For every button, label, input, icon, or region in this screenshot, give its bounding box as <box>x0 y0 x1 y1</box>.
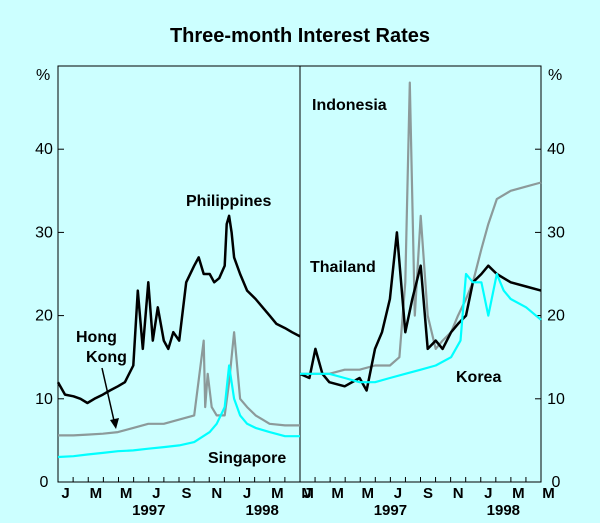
x-year-label: 1997 <box>374 502 407 519</box>
y-tick-label-right: 0 <box>552 474 561 491</box>
series-line-singapore <box>57 364 300 459</box>
y-tick-label-right: 30 <box>547 224 565 241</box>
y-tick-label-left: 10 <box>35 391 53 408</box>
x-tick-label: S <box>182 485 192 502</box>
y-tick-label-right: 10 <box>547 391 565 408</box>
series-line-korea <box>300 272 542 384</box>
x-tick-label: M <box>301 485 314 502</box>
y-tick-label-left: 30 <box>35 224 53 241</box>
label-hong: Hong <box>76 329 117 346</box>
x-tick-label: M <box>331 485 344 502</box>
x-tick-label: N <box>453 485 464 502</box>
hong-kong-pointer <box>101 367 119 429</box>
label-philippines: Philippines <box>186 193 271 210</box>
y-tick-label-left: 40 <box>35 141 53 158</box>
x-tick-label: J <box>303 485 311 502</box>
x-tick-label: M <box>542 485 555 502</box>
x-tick-label: M <box>90 485 103 502</box>
x-tick-label: M <box>271 485 284 502</box>
x-tick-label: M <box>362 485 375 502</box>
series-labels: Philippines Hong Kong Singapore Indonesi… <box>76 97 501 467</box>
label-indonesia: Indonesia <box>312 97 387 114</box>
y-unit-right: % <box>548 67 562 84</box>
y-unit-left: % <box>36 67 50 84</box>
series-line-hong-kong <box>58 331 300 437</box>
x-tick-label: J <box>152 485 160 502</box>
x-tick-label: M <box>120 485 133 502</box>
x-year-label: 1998 <box>246 502 279 519</box>
chart-title: Three-month Interest Rates <box>170 25 430 47</box>
y-tick-label-left: 20 <box>35 308 53 325</box>
x-tick-label: J <box>484 485 492 502</box>
label-korea: Korea <box>456 369 501 386</box>
x-tick-label: N <box>211 485 222 502</box>
x-year-label: 1998 <box>487 502 520 519</box>
y-tick-label-left: 0 <box>40 474 49 491</box>
y-tick-label-right: 40 <box>547 141 565 158</box>
label-singapore: Singapore <box>208 450 286 467</box>
x-tick-label: M <box>512 485 525 502</box>
y-tick-label-right: 20 <box>547 308 565 325</box>
label-thailand: Thailand <box>310 259 376 276</box>
x-tick-label: J <box>243 485 251 502</box>
series-line-thailand <box>299 231 542 392</box>
x-tick-label: J <box>61 485 69 502</box>
label-kong: Kong <box>86 349 127 366</box>
x-tick-label: S <box>423 485 433 502</box>
x-year-label: 1997 <box>132 502 165 519</box>
series-line-indonesia <box>300 81 542 375</box>
x-tick-label: J <box>394 485 402 502</box>
